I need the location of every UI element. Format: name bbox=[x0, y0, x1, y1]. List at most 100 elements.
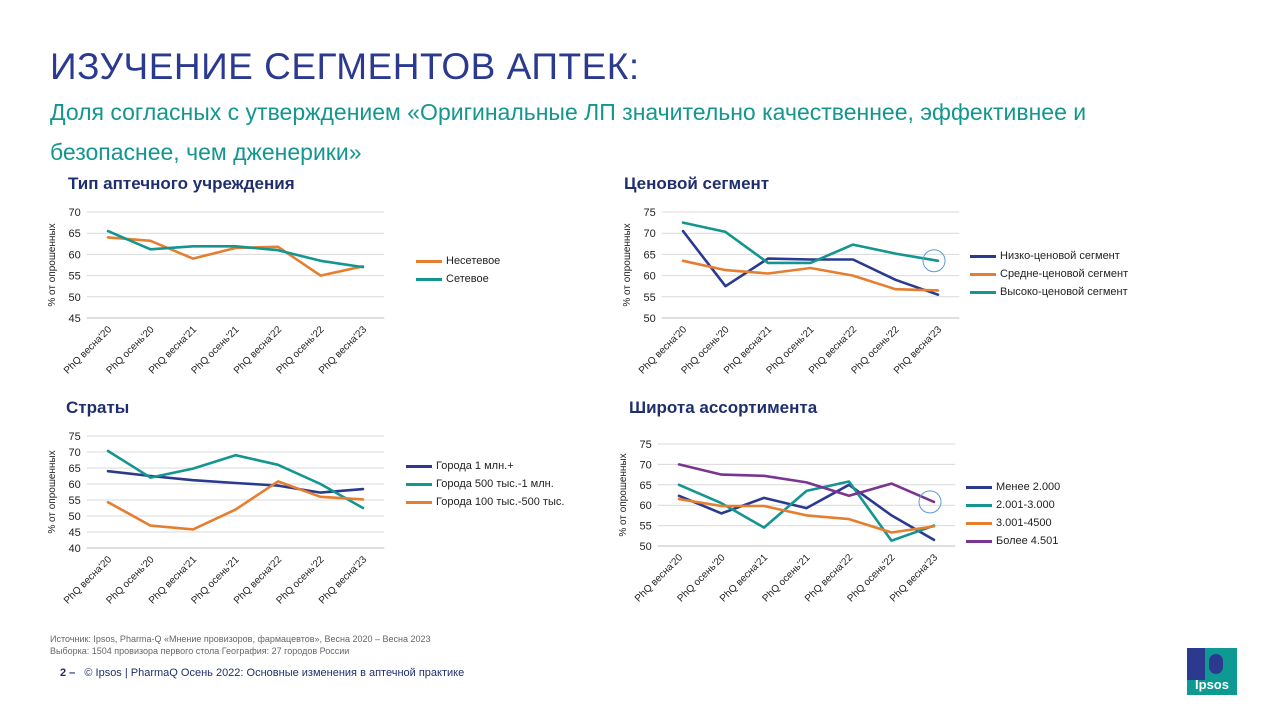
series-line bbox=[106, 480, 365, 531]
legend-item: Города 500 тыс.-1 млн. bbox=[406, 475, 564, 493]
ipsos-logo: Ipsos bbox=[1187, 648, 1237, 695]
legend-swatch bbox=[966, 539, 992, 543]
copyright-text: © Ipsos | PharmaQ Осень 2022: Основные и… bbox=[84, 667, 465, 679]
legend-item: Низко-ценовой сегмент bbox=[970, 247, 1128, 265]
y-axis-label: % от опрошенных bbox=[47, 223, 58, 306]
chart-title: Страты bbox=[66, 398, 130, 417]
legend-label: Высоко-ценовой сегмент bbox=[1000, 286, 1128, 298]
highlight-circle bbox=[918, 490, 942, 514]
legend-item: Высоко-ценовой сегмент bbox=[970, 283, 1128, 301]
y-tick-label: 60 bbox=[69, 249, 81, 261]
page-number: 2 – bbox=[60, 667, 76, 679]
legend-label: Несетевое bbox=[446, 255, 501, 267]
logo-text: Ipsos bbox=[1195, 677, 1229, 692]
legend-swatch bbox=[406, 464, 432, 468]
series-line bbox=[106, 229, 365, 269]
y-tick-label: 50 bbox=[69, 511, 81, 523]
y-tick-label: 50 bbox=[69, 292, 81, 304]
page-title: ИЗУЧЕНИЕ СЕГМЕНТОВ АПТЕК: bbox=[50, 46, 640, 87]
legend-swatch bbox=[966, 521, 992, 525]
legend-item: Менее 2.000 bbox=[966, 478, 1060, 496]
y-tick-label: 55 bbox=[69, 271, 81, 283]
y-tick-label: 45 bbox=[69, 313, 81, 325]
series-line bbox=[681, 221, 940, 265]
chart-title: Тип аптечного учреждения bbox=[68, 174, 295, 193]
y-axis-label: % от опрошенных bbox=[47, 450, 58, 533]
legend-label: Менее 2.000 bbox=[996, 481, 1061, 493]
y-tick-label: 60 bbox=[69, 479, 81, 491]
logo-bar bbox=[1187, 648, 1205, 680]
y-axis-label: % от опрошенных bbox=[622, 223, 633, 306]
legend-label: Города 1 млн.+ bbox=[436, 460, 514, 472]
legend-label: 2.001-3.000 bbox=[996, 499, 1055, 511]
y-tick-label: 55 bbox=[69, 495, 81, 507]
legend-label: Более 4.501 bbox=[996, 535, 1059, 547]
y-tick-label: 55 bbox=[640, 521, 652, 533]
legend-item: Города 1 млн.+ bbox=[406, 457, 564, 475]
legend-label: Средне-ценовой сегмент bbox=[1000, 268, 1129, 280]
legend-swatch bbox=[970, 272, 996, 276]
chart-legend: Менее 2.000 2.001-3.000 3.001-4500 Более 4.… bbox=[966, 478, 1060, 550]
y-tick-label: 75 bbox=[644, 207, 656, 219]
y-tick-label: 70 bbox=[644, 228, 656, 240]
legend-item: Сетевое bbox=[416, 270, 500, 288]
chart-title: Широта ассортимента bbox=[629, 398, 818, 417]
legend-item: 2.001-3.000 bbox=[966, 496, 1060, 514]
y-tick-label: 65 bbox=[69, 463, 81, 475]
source-note: Источник: Ipsos, Pharma-Q «Мнение провиз… bbox=[50, 633, 431, 657]
legend-label: 3.001-4500 bbox=[996, 517, 1052, 529]
y-tick-label: 40 bbox=[69, 543, 81, 555]
legend-item: Несетевое bbox=[416, 252, 500, 270]
y-tick-label: 75 bbox=[69, 431, 81, 443]
legend-swatch bbox=[416, 277, 442, 281]
y-tick-label: 70 bbox=[69, 447, 81, 459]
y-tick-label: 45 bbox=[69, 527, 81, 539]
y-tick-label: 65 bbox=[69, 228, 81, 240]
legend-label: Сетевое bbox=[446, 273, 489, 285]
legend-label: Низко-ценовой сегмент bbox=[1000, 250, 1120, 262]
legend-swatch bbox=[970, 290, 996, 294]
highlight-circle bbox=[922, 249, 946, 273]
legend-label: Города 500 тыс.-1 млн. bbox=[436, 478, 554, 490]
series-line bbox=[677, 483, 936, 542]
legend-swatch bbox=[966, 485, 992, 489]
series-line bbox=[681, 259, 940, 292]
legend-label: Города 100 тыс.-500 тыс. bbox=[436, 496, 565, 508]
legend-swatch bbox=[970, 254, 996, 258]
y-tick-label: 60 bbox=[640, 500, 652, 512]
legend-item: Более 4.501 bbox=[966, 532, 1060, 550]
y-tick-label: 55 bbox=[644, 292, 656, 304]
legend-swatch bbox=[416, 259, 442, 263]
y-tick-label: 75 bbox=[640, 439, 652, 451]
logo-mark bbox=[1209, 654, 1223, 674]
series-line bbox=[106, 469, 365, 494]
series-line bbox=[677, 497, 936, 534]
y-tick-label: 70 bbox=[640, 459, 652, 471]
legend-swatch bbox=[406, 482, 432, 486]
page-subtitle: Доля согласных с утверждением «Оригиналь… bbox=[50, 99, 1087, 165]
chart-legend: Низко-ценовой сегмент Средне-ценовой сегм… bbox=[970, 247, 1128, 301]
y-tick-label: 50 bbox=[644, 313, 656, 325]
legend-item: 3.001-4500 bbox=[966, 514, 1060, 532]
y-tick-label: 70 bbox=[69, 207, 81, 219]
y-tick-label: 50 bbox=[640, 541, 652, 553]
chart-title: Ценовой сегмент bbox=[624, 174, 770, 193]
legend-swatch bbox=[406, 500, 432, 504]
legend-item: Средне-ценовой сегмент bbox=[970, 265, 1128, 283]
legend-swatch bbox=[966, 503, 992, 507]
y-tick-label: 65 bbox=[644, 249, 656, 261]
series-line bbox=[677, 480, 936, 543]
footer: 2 – © Ipsos | PharmaQ Осень 2022: Основн… bbox=[60, 667, 464, 679]
legend-item: Города 100 тыс.-500 тыс. bbox=[406, 493, 564, 511]
series-line bbox=[677, 463, 936, 504]
series-line bbox=[106, 449, 365, 510]
y-tick-label: 65 bbox=[640, 480, 652, 492]
sample-line: Выборка: 1504 провизора первого стола Ге… bbox=[50, 646, 350, 656]
chart-legend: Города 1 млн.+ Города 500 тыс.-1 млн. Горо… bbox=[406, 457, 564, 511]
series-line bbox=[106, 236, 365, 277]
source-line: Источник: Ipsos, Pharma-Q «Мнение провиз… bbox=[50, 634, 431, 644]
